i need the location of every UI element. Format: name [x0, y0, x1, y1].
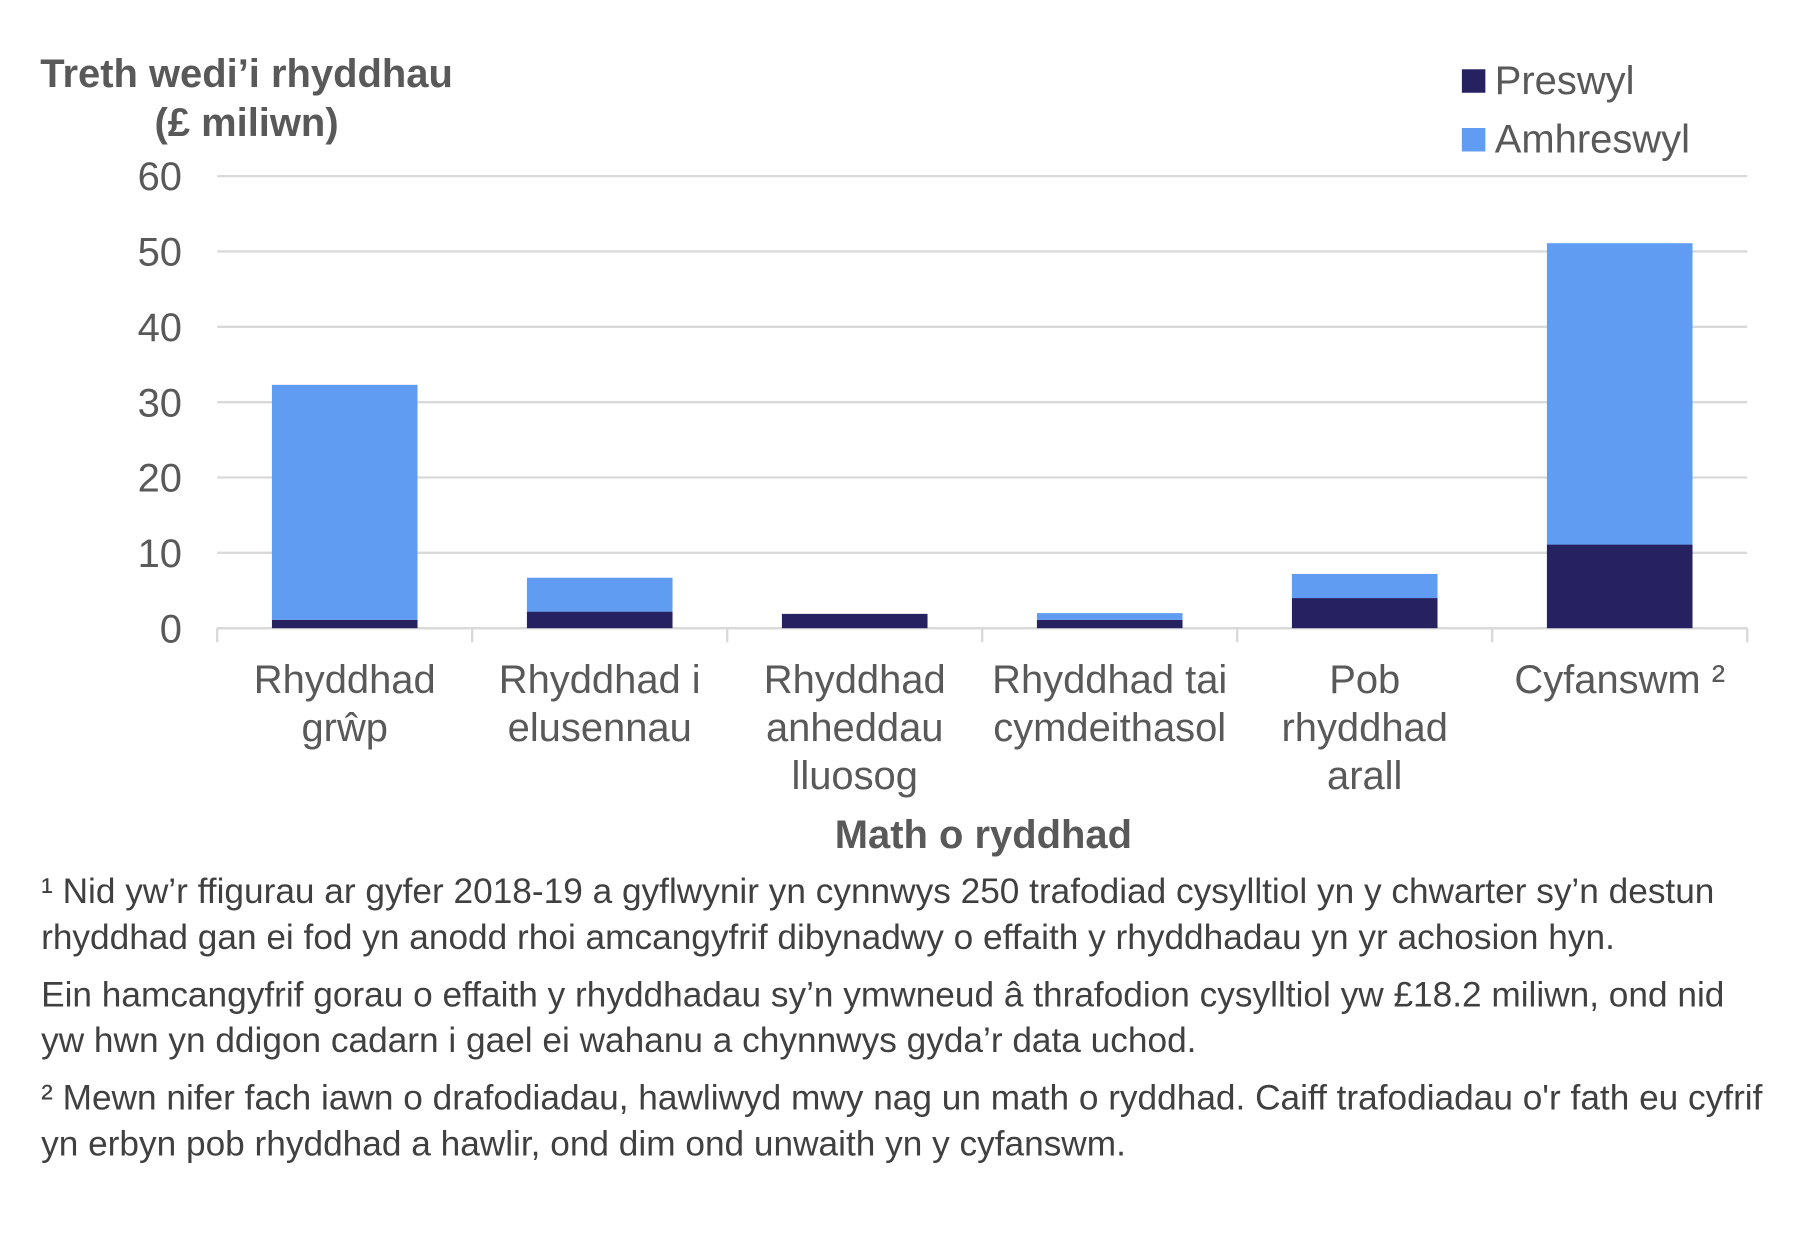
x-tick-label: Pob rhyddhad arall: [1282, 658, 1448, 798]
legend-label: Amhreswyl: [1494, 116, 1690, 162]
x-tick-label: Cyfanswm ²: [1514, 658, 1725, 702]
legend-item-amhreswyl: Amhreswyl: [1461, 110, 1690, 169]
bar-preswyl: [781, 613, 928, 629]
y-tick-label: 30: [138, 381, 182, 425]
footnote-2: ² Mewn nifer fach iawn o drafodiadau, ha…: [41, 1079, 1763, 1164]
bar-preswyl: [1291, 598, 1438, 629]
y-tick-label: 10: [138, 532, 182, 576]
bar-amhreswyl: [271, 384, 418, 620]
footnote-1: ¹ Nid yw’r ffigurau ar gyfer 2018-19 a g…: [41, 872, 1715, 957]
x-tick-label: Rhyddhad tai cymdeithasol: [992, 658, 1227, 750]
y-tick-label: 0: [160, 607, 182, 651]
footnotes: ¹ Nid yw’r ffigurau ar gyfer 2018-19 a g…: [41, 869, 1767, 1179]
bar-preswyl: [1546, 544, 1693, 629]
y-tick-label: 20: [138, 457, 182, 501]
bar-preswyl: [1036, 619, 1183, 629]
bar-preswyl: [526, 611, 673, 629]
x-axis-title: Math o ryddhad: [834, 812, 1132, 858]
y-tick-label: 50: [138, 231, 182, 275]
bar-amhreswyl: [1036, 613, 1183, 620]
legend: Preswyl Amhreswyl: [1461, 52, 1690, 169]
bar-amhreswyl: [1291, 573, 1438, 599]
footnote-1b: Ein hamcangyfrif gorau o effaith y rhydd…: [41, 975, 1725, 1061]
legend-swatch: [1461, 69, 1486, 93]
x-tick-label: Rhyddhad anheddau lluosog: [764, 658, 946, 798]
legend-swatch: [1461, 127, 1486, 152]
y-tick-label: 60: [138, 155, 182, 199]
y-tick-label: 40: [138, 306, 182, 350]
legend-label: Preswyl: [1494, 58, 1635, 103]
bar-preswyl: [271, 619, 418, 629]
plot-area: 0 10 20 30 40 50 60 Rhyddhad grŵp Rhyddhad i eluse…: [138, 155, 1749, 798]
bar-amhreswyl: [526, 577, 673, 612]
legend-item-preswyl: Preswyl: [1461, 52, 1690, 111]
x-tick-label: Rhyddhad i elusennau: [499, 658, 701, 750]
y-axis-title: Treth wedi’i rhyddhau (£ miliwn): [40, 51, 453, 146]
x-tick-label: Rhyddhad grŵp: [254, 658, 436, 750]
bar-amhreswyl: [1546, 243, 1693, 545]
